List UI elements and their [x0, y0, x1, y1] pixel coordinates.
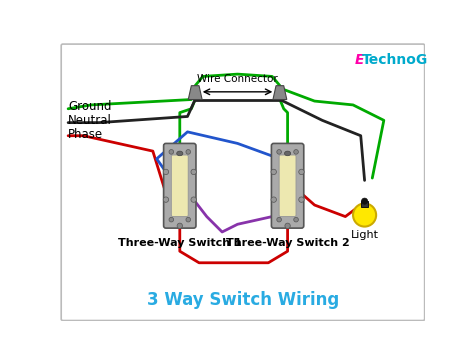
Ellipse shape: [177, 151, 183, 156]
FancyBboxPatch shape: [361, 201, 368, 207]
Circle shape: [277, 149, 282, 154]
Circle shape: [191, 169, 196, 175]
FancyBboxPatch shape: [272, 143, 304, 228]
Text: Wire Connector: Wire Connector: [197, 74, 278, 84]
Text: TechnoG: TechnoG: [362, 53, 428, 66]
Circle shape: [277, 217, 282, 222]
Polygon shape: [188, 86, 202, 100]
Circle shape: [186, 217, 191, 222]
Text: 3 Way Switch Wiring: 3 Way Switch Wiring: [147, 291, 339, 309]
Circle shape: [169, 149, 173, 154]
Text: Three-Way Switch 2: Three-Way Switch 2: [226, 238, 349, 248]
Circle shape: [177, 223, 182, 229]
Circle shape: [186, 149, 191, 154]
Circle shape: [285, 223, 290, 229]
Ellipse shape: [284, 151, 291, 156]
Circle shape: [163, 169, 169, 175]
Polygon shape: [273, 86, 287, 100]
FancyBboxPatch shape: [61, 44, 425, 321]
FancyBboxPatch shape: [164, 143, 196, 228]
Circle shape: [299, 169, 304, 175]
Circle shape: [353, 204, 376, 227]
Text: Ground: Ground: [68, 100, 112, 113]
Circle shape: [169, 217, 173, 222]
Circle shape: [362, 198, 368, 204]
FancyBboxPatch shape: [279, 155, 296, 217]
Circle shape: [271, 169, 276, 175]
FancyBboxPatch shape: [171, 155, 188, 217]
Circle shape: [191, 197, 196, 202]
Circle shape: [271, 197, 276, 202]
Text: Three-Way Switch 1: Three-Way Switch 1: [118, 238, 242, 248]
Circle shape: [294, 149, 298, 154]
Circle shape: [294, 217, 298, 222]
Text: Neutral: Neutral: [68, 114, 112, 127]
Circle shape: [163, 197, 169, 202]
Text: E: E: [355, 53, 364, 66]
Text: Phase: Phase: [68, 128, 103, 141]
Circle shape: [299, 197, 304, 202]
Text: Light: Light: [351, 230, 379, 240]
